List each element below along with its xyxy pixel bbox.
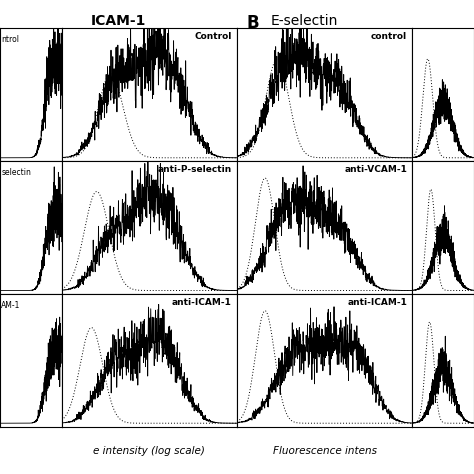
- Text: Fluorescence intens: Fluorescence intens: [273, 446, 377, 456]
- Text: e intensity (log scale): e intensity (log scale): [93, 446, 205, 456]
- Text: anti-P-selectin: anti-P-selectin: [157, 165, 232, 174]
- Text: selectin: selectin: [1, 168, 31, 177]
- Text: Control: Control: [194, 32, 232, 41]
- Text: anti-VCAM-1: anti-VCAM-1: [344, 165, 407, 174]
- Text: control: control: [371, 32, 407, 41]
- Text: E-selectin: E-selectin: [270, 14, 337, 28]
- Text: anti-ICAM-1: anti-ICAM-1: [172, 298, 232, 307]
- Text: ICAM-1: ICAM-1: [91, 14, 146, 28]
- Text: AM-1: AM-1: [1, 301, 20, 310]
- Text: anti-ICAM-1: anti-ICAM-1: [347, 298, 407, 307]
- Text: B: B: [246, 14, 259, 32]
- Text: ntrol: ntrol: [1, 35, 19, 44]
